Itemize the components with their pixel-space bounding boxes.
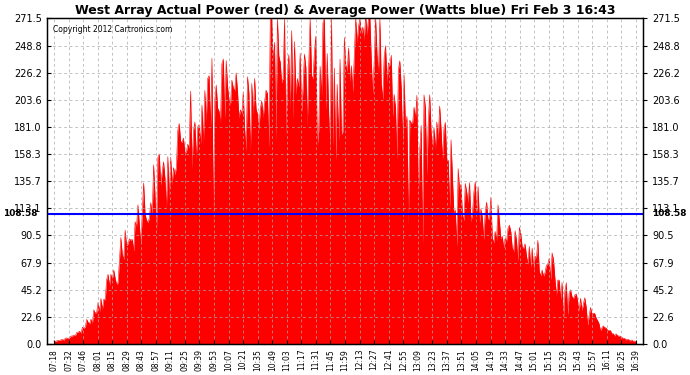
Title: West Array Actual Power (red) & Average Power (Watts blue) Fri Feb 3 16:43: West Array Actual Power (red) & Average … xyxy=(75,4,615,17)
Text: 108.58: 108.58 xyxy=(652,209,687,218)
Text: Copyright 2012 Cartronics.com: Copyright 2012 Cartronics.com xyxy=(52,25,172,34)
Text: 108.58: 108.58 xyxy=(3,209,38,218)
